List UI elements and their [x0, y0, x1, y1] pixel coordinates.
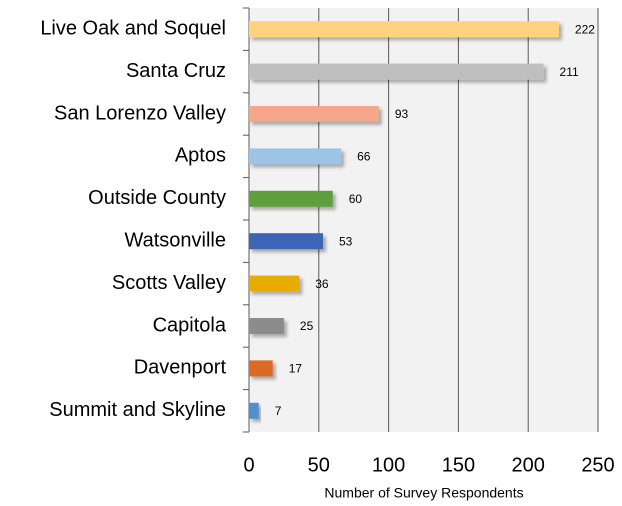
- value-label: 25: [300, 319, 314, 333]
- y-tick-label: Live Oak and Soquel: [40, 17, 226, 39]
- y-tick-label: Aptos: [175, 145, 226, 167]
- x-tick-label: 0: [243, 454, 254, 476]
- bar: [249, 21, 559, 38]
- x-tick-label: 50: [308, 454, 330, 476]
- value-label: 211: [560, 65, 579, 79]
- y-tick-label: San Lorenzo Valley: [54, 102, 226, 124]
- x-axis-title: Number of Survey Respondents: [324, 485, 523, 501]
- y-tick-label: Scotts Valley: [112, 272, 226, 294]
- bar: [249, 190, 333, 207]
- x-tick-label: 100: [372, 454, 405, 476]
- y-tick-label: Summit and Skyline: [49, 399, 226, 421]
- bar: [249, 360, 273, 377]
- value-label: 17: [289, 362, 303, 376]
- y-tick-label: Davenport: [134, 357, 227, 379]
- y-tick-label: Outside County: [88, 187, 226, 209]
- bar: [249, 318, 284, 334]
- value-label: 222: [575, 22, 595, 36]
- x-tick-label: 150: [442, 454, 475, 476]
- bar: [249, 275, 300, 292]
- value-label: 60: [349, 192, 363, 206]
- x-tick-label: 200: [512, 454, 545, 476]
- y-tick-label: Watsonville: [124, 229, 226, 251]
- y-tick-label: Capitola: [153, 314, 227, 336]
- value-label: 66: [357, 150, 371, 164]
- value-label: 7: [275, 404, 282, 418]
- bar: [249, 63, 544, 80]
- bar: [249, 148, 342, 165]
- value-label: 53: [339, 234, 353, 248]
- y-tick-label: Santa Cruz: [126, 60, 226, 82]
- x-tick-label: 250: [581, 454, 614, 476]
- bar: [249, 106, 379, 122]
- bar: [249, 233, 323, 250]
- value-label: 93: [395, 107, 409, 121]
- value-label: 36: [315, 277, 329, 291]
- bar: [249, 402, 259, 419]
